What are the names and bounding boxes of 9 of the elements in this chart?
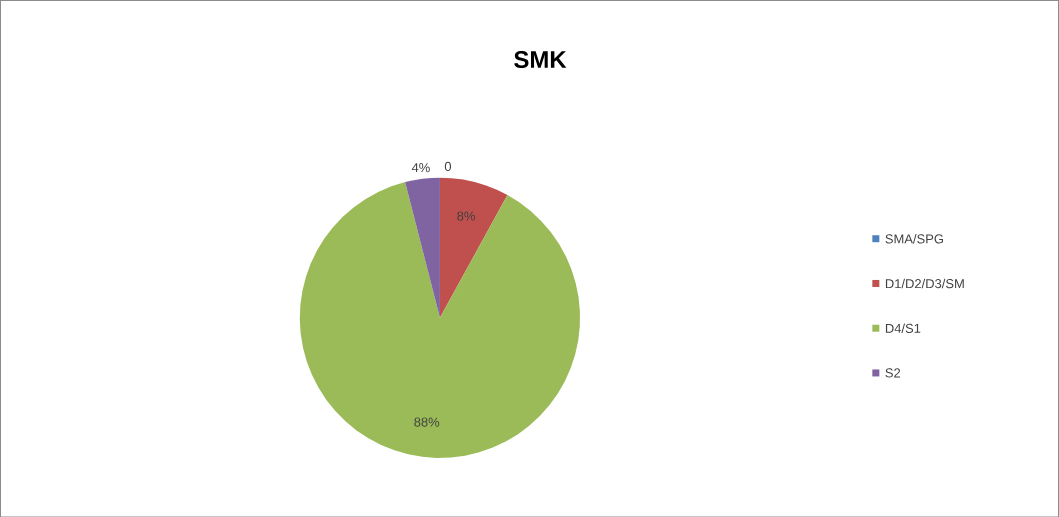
data-label: 8% <box>457 211 475 221</box>
text: 0 <box>444 161 452 171</box>
legend-label: SMA/SPG <box>885 233 943 244</box>
legend-label: D4/S1 <box>885 323 921 333</box>
data-label: 4% <box>411 162 430 172</box>
legend-label: S2 <box>885 368 901 378</box>
chart-title: SMK <box>514 50 567 68</box>
data-label: 88% <box>414 417 440 427</box>
legend-label: D1/D2/D3/SM <box>885 278 964 288</box>
